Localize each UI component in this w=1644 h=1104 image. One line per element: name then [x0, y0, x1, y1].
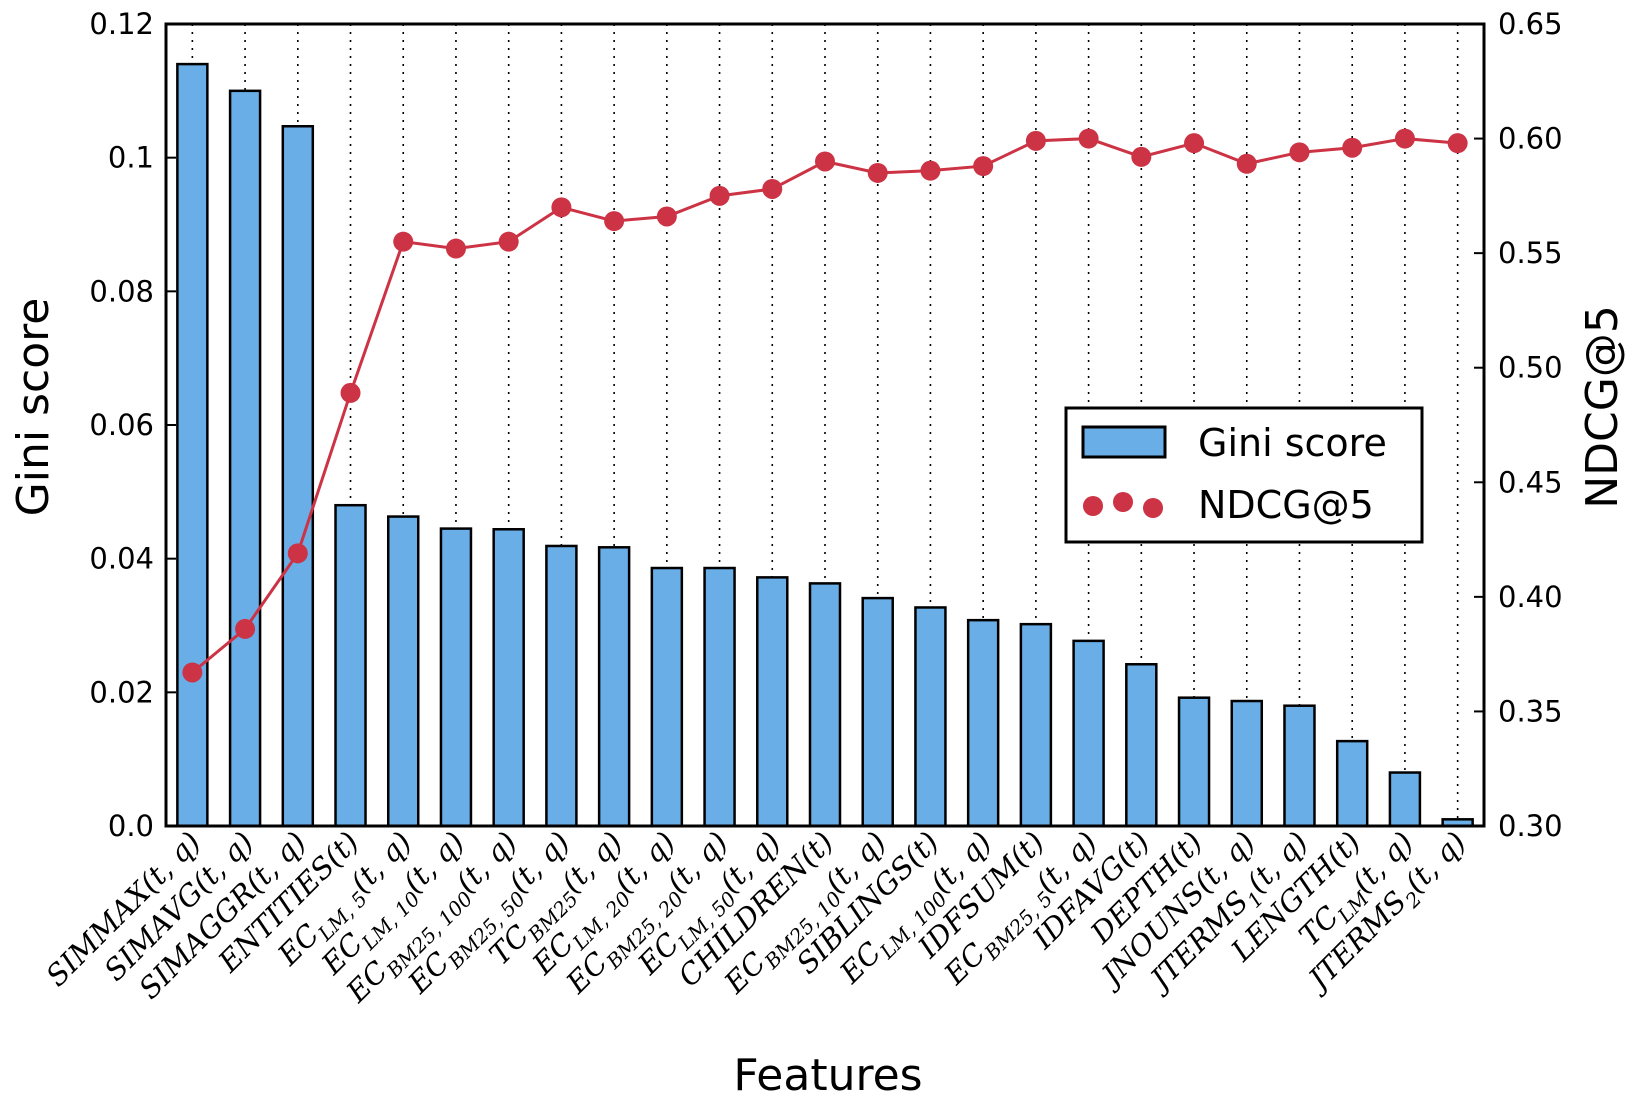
bar: [1283, 704, 1316, 828]
tick-label: 0.35: [1498, 694, 1563, 728]
x-axis-title: Features: [733, 1050, 922, 1101]
bar: [1335, 739, 1369, 828]
point: [1447, 133, 1468, 154]
point: [656, 206, 677, 227]
bar: [386, 515, 420, 828]
bar: [966, 618, 1000, 828]
bar: [492, 528, 525, 828]
point: [815, 151, 835, 172]
tick-label: 0.06: [89, 408, 154, 442]
point: [445, 238, 466, 259]
tick-label: 0.0: [108, 809, 154, 843]
point: [973, 156, 994, 177]
tick-label: 0.04: [89, 542, 154, 576]
point: [1289, 142, 1310, 163]
legend-label-ndcg: NDCG@5: [1198, 483, 1374, 527]
tick-label: 0.1: [108, 141, 154, 175]
bar: [439, 527, 473, 828]
point: [920, 160, 941, 181]
point: [709, 185, 730, 206]
point: [287, 543, 308, 564]
tick-label: 0.50: [1498, 351, 1563, 385]
tick-label: 0.12: [89, 7, 154, 41]
bar: [597, 546, 631, 828]
left-axis-ticks: 0.0 0.02 0.04 0.06 0.08 0.1 0.12: [89, 7, 176, 843]
bar: [176, 62, 209, 828]
legend: Gini score NDCG@5: [1064, 406, 1424, 544]
point: [340, 382, 361, 403]
y-axis-title: Gini score: [8, 298, 59, 517]
point: [182, 662, 203, 683]
bar: [1125, 663, 1158, 828]
bar: [1177, 696, 1211, 828]
tick-label: 0.65: [1498, 7, 1563, 41]
point: [1236, 153, 1257, 174]
point: [498, 231, 519, 252]
legend-label-gini: Gini score: [1198, 421, 1387, 465]
point: [1025, 130, 1046, 151]
point: [1342, 137, 1363, 158]
legend-bar-swatch: [1081, 425, 1167, 459]
legend-marker: [1143, 498, 1163, 518]
bar: [650, 566, 684, 828]
tick-label: 0.45: [1498, 465, 1563, 499]
tick-label: 0.30: [1498, 809, 1563, 843]
legend-marker: [1083, 496, 1103, 516]
tick-label: 0.02: [89, 675, 154, 709]
bar: [228, 89, 262, 828]
point: [1078, 128, 1099, 149]
tick-label: 0.40: [1498, 580, 1563, 614]
tick-label: 0.55: [1498, 236, 1563, 270]
ndcg-line-series: [182, 128, 1468, 683]
point: [551, 197, 572, 218]
bar: [1230, 699, 1264, 828]
point: [867, 162, 888, 183]
bar: [914, 606, 947, 828]
tick-label: 0.60: [1498, 122, 1563, 156]
bar: [808, 582, 842, 828]
bar: [756, 576, 789, 828]
point: [762, 178, 783, 199]
point: [604, 211, 625, 232]
right-axis-ticks: 0.30 0.35 0.40 0.45 0.50 0.55 0.60 0.65: [1474, 7, 1563, 843]
bar: [281, 125, 315, 828]
bar: [334, 503, 367, 828]
bar: [545, 544, 578, 828]
point: [1184, 133, 1205, 154]
point: [393, 231, 414, 252]
point: [1131, 146, 1152, 167]
bar: [1019, 622, 1053, 828]
gini-bars: [176, 62, 1474, 828]
tick-label: 0.08: [89, 274, 154, 308]
point: [1394, 128, 1415, 149]
bar: [1072, 639, 1105, 828]
y2-axis-title: NDCG@5: [1577, 305, 1628, 509]
bar: [1388, 771, 1422, 828]
bar: [861, 596, 894, 828]
bar: [703, 566, 736, 828]
legend-marker: [1113, 492, 1133, 512]
point: [235, 618, 256, 639]
